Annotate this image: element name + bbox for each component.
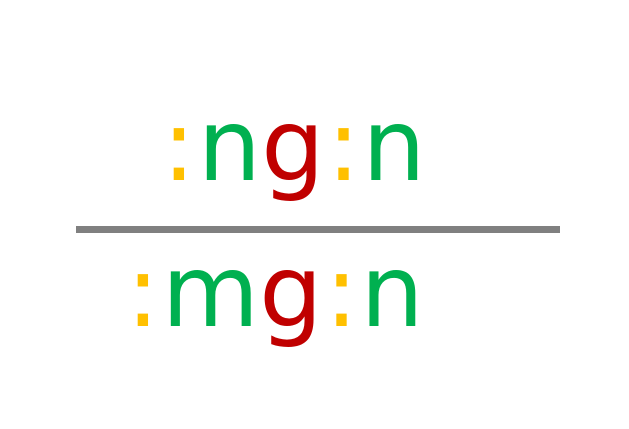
numerator-letter-n-2: n — [362, 87, 426, 204]
numerator-letter-g: g — [261, 87, 325, 204]
numerator-letter-n-1: n — [197, 87, 262, 204]
denominator-colon-2: : — [324, 233, 359, 350]
denominator-colon-1: : — [126, 233, 160, 350]
denominator-letter-m: m — [161, 233, 260, 350]
denominator-letter-g: g — [259, 233, 323, 350]
denominator-letter-n: n — [360, 233, 424, 350]
numerator-row: : n g : n — [0, 92, 629, 200]
numerator-colon-2: : — [326, 87, 361, 204]
numerator-colon-1: : — [162, 87, 196, 204]
fraction-divider — [76, 226, 560, 233]
denominator-row: : m g : n — [0, 238, 629, 346]
